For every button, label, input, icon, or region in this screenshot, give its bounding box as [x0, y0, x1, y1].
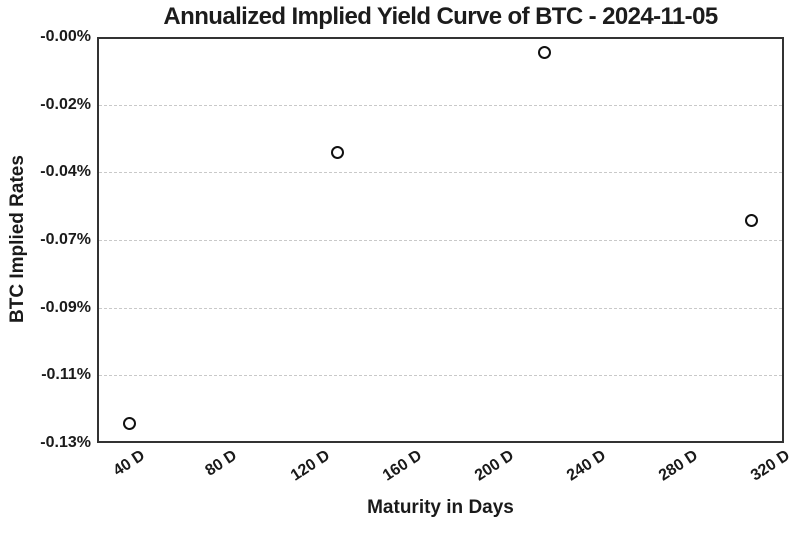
x-axis-label: Maturity in Days	[367, 497, 514, 518]
x-tick-label: 80 D	[202, 447, 241, 480]
x-tick-label: 120 D	[287, 447, 333, 485]
y-tick-label: -0.00%	[40, 28, 91, 45]
data-point-marker	[123, 417, 137, 431]
plot-area	[97, 37, 784, 443]
data-point-marker	[538, 45, 552, 59]
y-gridline	[99, 104, 782, 106]
y-gridline	[99, 172, 782, 174]
x-tick-label: 200 D	[471, 447, 517, 485]
y-tick-label: -0.02%	[40, 95, 91, 113]
y-tick-label: -0.09%	[40, 298, 91, 316]
y-gridline	[99, 307, 782, 309]
x-tick-label: 280 D	[656, 447, 702, 485]
y-tick-label: -0.11%	[41, 366, 91, 384]
y-tick-label: -0.04%	[40, 163, 91, 181]
x-tick-label: 160 D	[379, 447, 425, 485]
y-gridline	[99, 375, 782, 377]
data-point-marker	[330, 145, 344, 159]
y-gridline	[99, 240, 782, 241]
x-tick-label: 40 D	[110, 447, 149, 480]
y-tick-label: -0.07%	[40, 231, 91, 248]
x-tick-label: 320 D	[748, 447, 793, 485]
chart-title: Annualized Implied Yield Curve of BTC - …	[163, 3, 718, 30]
x-tick-label: 240 D	[563, 447, 610, 485]
y-tick-label: -0.13%	[40, 434, 91, 451]
data-point-marker	[745, 214, 759, 228]
